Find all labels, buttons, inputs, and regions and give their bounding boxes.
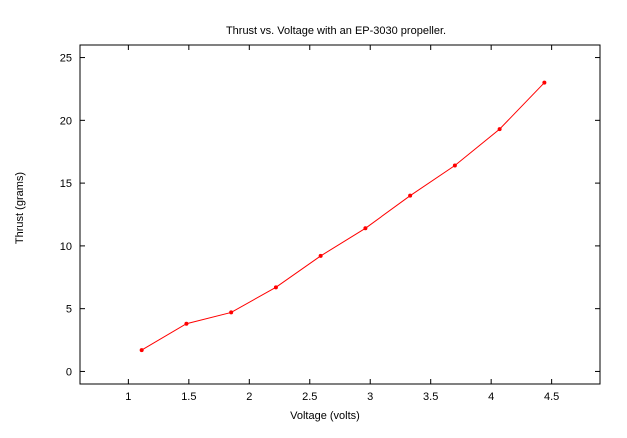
plot-area: 1 1.5 2 2.5 3 3.5 4 4.5 0 5 10 15 20 25 [60,44,601,403]
data-point [318,253,323,258]
x-tick-label: 4 [488,391,494,403]
y-axis-ticks: 0 5 10 15 20 25 [60,53,600,378]
y-tick-label: 20 [60,115,72,127]
y-axis-label: Thrust (grams) [14,172,26,244]
x-tick-label: 3.5 [423,391,438,403]
x-axis-ticks: 1 1.5 2 2.5 3 3.5 4 4.5 [125,45,559,403]
y-tick-label: 10 [60,241,72,253]
x-axis-label: Voltage (volts) [290,410,360,422]
data-point [452,163,457,168]
y-tick-label: 25 [60,53,72,65]
y-tick-label: 5 [66,304,72,316]
data-point [497,127,502,132]
y-tick-label: 0 [66,366,72,378]
x-tick-label: 1.5 [181,391,196,403]
x-tick-label: 3 [367,391,373,403]
x-tick-label: 2 [246,391,252,403]
data-point [139,348,144,353]
chart-title: Thrust vs. Voltage with an EP-3030 prope… [226,25,446,37]
plot-frame [79,44,601,385]
series-line [141,82,545,351]
data-point [408,193,413,198]
data-point [273,285,278,290]
y-tick-label: 15 [60,178,72,190]
data-point [229,310,234,315]
series-layer [139,80,547,353]
x-tick-label: 4.5 [544,391,559,403]
data-point [542,80,547,85]
data-point [184,321,189,326]
data-point [363,226,368,231]
x-tick-label: 1 [125,391,131,403]
x-tick-label: 2.5 [302,391,317,403]
